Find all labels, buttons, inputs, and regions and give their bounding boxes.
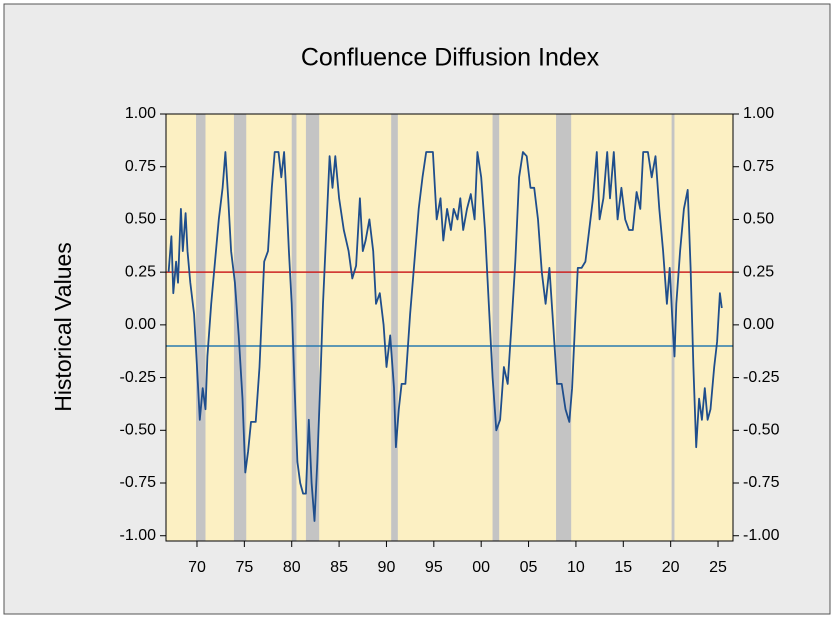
y-tick-label: 0.25: [125, 263, 156, 280]
series-line: [167, 151, 723, 522]
x-tick-label: 85: [330, 559, 348, 576]
y-tick-label: 0.50: [125, 211, 156, 228]
y-tick-label-right: -0.75: [743, 474, 780, 491]
y-tick-label-right: 0.50: [743, 211, 774, 228]
x-tick-label: 05: [520, 559, 538, 576]
recession-band: [233, 114, 247, 541]
recession-band: [556, 114, 572, 541]
x-tick-label: 15: [614, 559, 632, 576]
y-tick-label: -0.50: [120, 422, 157, 439]
recession-band: [291, 114, 297, 541]
recession-band: [391, 114, 398, 541]
y-tick-label-right: 0.25: [743, 263, 774, 280]
y-tick-label-right: 1.00: [743, 105, 774, 122]
x-tick-label: 20: [662, 559, 680, 576]
y-tick-label: 1.00: [125, 105, 156, 122]
y-tick-label: -0.25: [120, 369, 157, 386]
y-tick-label: -0.75: [120, 474, 157, 491]
recession-band: [492, 114, 500, 541]
x-tick-label: 80: [283, 559, 301, 576]
x-tick-label: 75: [235, 559, 253, 576]
y-tick-label-right: -1.00: [743, 527, 780, 544]
y-tick-label: 0.00: [125, 316, 156, 333]
chart-title: Confluence Diffusion Index: [301, 44, 600, 72]
x-tick-label: 10: [567, 559, 585, 576]
y-axis-label: Historical Values: [50, 242, 76, 412]
y-tick-label-right: 0.75: [743, 158, 774, 175]
x-tick-label: 25: [709, 559, 727, 576]
y-tick-label: -1.00: [120, 527, 157, 544]
y-tick-label: 0.75: [125, 158, 156, 175]
plot-area: [166, 114, 733, 541]
recession-band: [196, 114, 206, 541]
x-tick-label: 90: [378, 559, 396, 576]
y-tick-label-right: -0.50: [743, 422, 780, 439]
plot-border: [165, 113, 734, 542]
x-tick-label: 00: [472, 559, 490, 576]
x-tick-label: 70: [188, 559, 206, 576]
y-tick-label-right: -0.25: [743, 369, 780, 386]
x-tick-label: 95: [425, 559, 443, 576]
y-tick-label-right: 0.00: [743, 316, 774, 333]
